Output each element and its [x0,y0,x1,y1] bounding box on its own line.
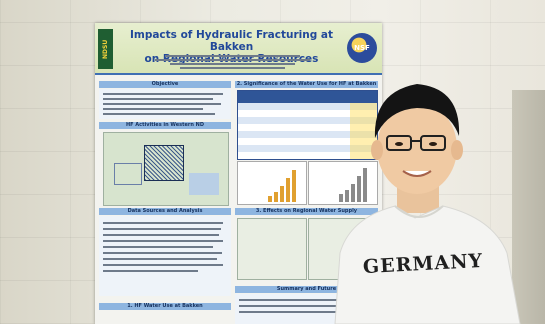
poster-right-column: 2. Significance of the Water Use for HF … [235,81,378,324]
data-sources-header: Data Sources and Analysis [99,208,231,215]
nsf-logo: NSF [347,33,377,63]
effects-map-left [237,218,307,280]
door-frame [512,90,545,324]
person-photo [334,84,521,324]
water-use-header: 1. HF Water Use at Bakken [99,303,231,310]
bar-chart-left [237,161,307,205]
person-hair [374,84,460,138]
bar-chart-right [308,161,378,205]
water-use-table [237,90,378,160]
research-poster: NDSU Impacts of Hydraulic Fracturing at … [95,23,382,324]
poster-header: NDSU Impacts of Hydraulic Fracturing at … [95,23,382,75]
person-face [377,102,457,194]
poster-title-line-1: Impacts of Hydraulic Fracturing at Bakke… [129,29,333,53]
summary-header: Summary and Future [235,286,378,293]
significance-header: 2. Significance of the Water Use for HF … [235,81,378,88]
effects-header: 3. Effects on Regional Water Supply [235,208,378,215]
objective-header: Objective [99,81,231,88]
activities-header: HF Activities in Western ND [99,122,231,129]
glasses-icon [386,135,412,151]
ndsu-logo: NDSU [98,29,113,69]
nd-map [103,132,229,206]
poster-left-column: Objective HF Activities in Western ND Da… [99,81,231,324]
data-sources-text [99,216,231,296]
objective-text [99,89,231,119]
